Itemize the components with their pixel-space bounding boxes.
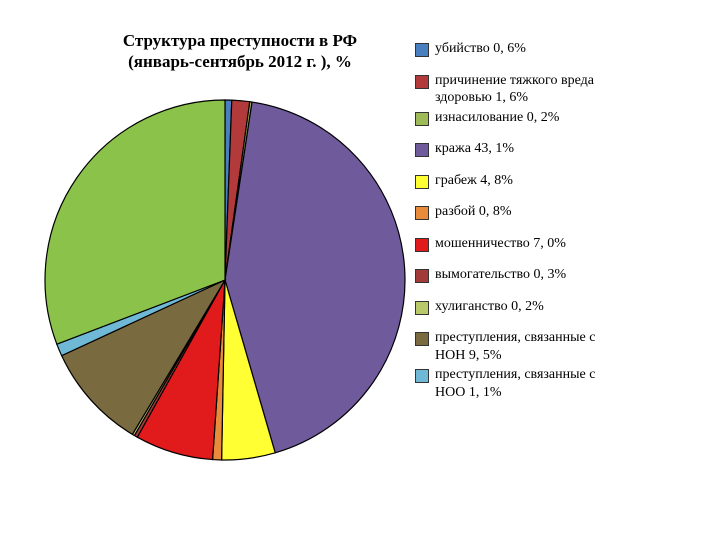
legend-swatch [415, 75, 429, 89]
legend-label: разбой 0, 8% [435, 203, 705, 221]
legend-swatch [415, 301, 429, 315]
legend-swatch [415, 112, 429, 126]
legend-label: кража 43, 1% [435, 140, 705, 158]
legend-label: изнасилование 0, 2% [435, 109, 705, 127]
legend-label: вымогательство 0, 3% [435, 266, 705, 284]
legend-swatch [415, 143, 429, 157]
legend-item: преступления, связанные сНОО 1, 1% [415, 366, 705, 401]
legend-item: разбой 0, 8% [415, 203, 705, 221]
title-line1: Структура преступности в РФ [123, 31, 357, 50]
legend-label: хулиганство 0, 2% [435, 298, 705, 316]
legend-label: причинение тяжкого вредаздоровью 1, 6% [435, 72, 705, 107]
legend-label: мошенничество 7, 0% [435, 235, 705, 253]
legend-item: изнасилование 0, 2% [415, 109, 705, 127]
legend-item: мошенничество 7, 0% [415, 235, 705, 253]
legend-item: вымогательство 0, 3% [415, 266, 705, 284]
title-line2: (январь-сентябрь 2012 г. ), % [128, 52, 352, 71]
legend-label: преступления, связанные сНОН 9, 5% [435, 329, 705, 364]
chart-title: Структура преступности в РФ (январь-сент… [90, 30, 390, 73]
legend-item: кража 43, 1% [415, 140, 705, 158]
legend-swatch [415, 332, 429, 346]
legend-label: убийство 0, 6% [435, 40, 705, 58]
legend-item: хулиганство 0, 2% [415, 298, 705, 316]
legend-swatch [415, 43, 429, 57]
legend-item: преступления, связанные сНОН 9, 5% [415, 329, 705, 364]
legend-label: преступления, связанные сНОО 1, 1% [435, 366, 705, 401]
legend-item: грабеж 4, 8% [415, 172, 705, 190]
legend-swatch [415, 269, 429, 283]
legend-item: причинение тяжкого вредаздоровью 1, 6% [415, 72, 705, 107]
pie-chart [40, 95, 410, 465]
legend-label: грабеж 4, 8% [435, 172, 705, 190]
legend-swatch [415, 369, 429, 383]
legend-swatch [415, 206, 429, 220]
legend-swatch [415, 238, 429, 252]
legend-item: убийство 0, 6% [415, 40, 705, 58]
legend: убийство 0, 6% причинение тяжкого вредазд… [415, 40, 705, 415]
legend-swatch [415, 175, 429, 189]
